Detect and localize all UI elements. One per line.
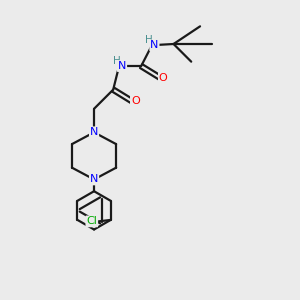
Text: H: H (145, 35, 153, 45)
Text: N: N (90, 174, 98, 184)
Text: N: N (150, 40, 159, 50)
Text: N: N (118, 61, 126, 71)
Text: N: N (90, 127, 98, 137)
Text: O: O (159, 73, 168, 83)
Text: O: O (131, 96, 140, 106)
Text: H: H (113, 56, 121, 66)
Text: Cl: Cl (86, 216, 97, 226)
